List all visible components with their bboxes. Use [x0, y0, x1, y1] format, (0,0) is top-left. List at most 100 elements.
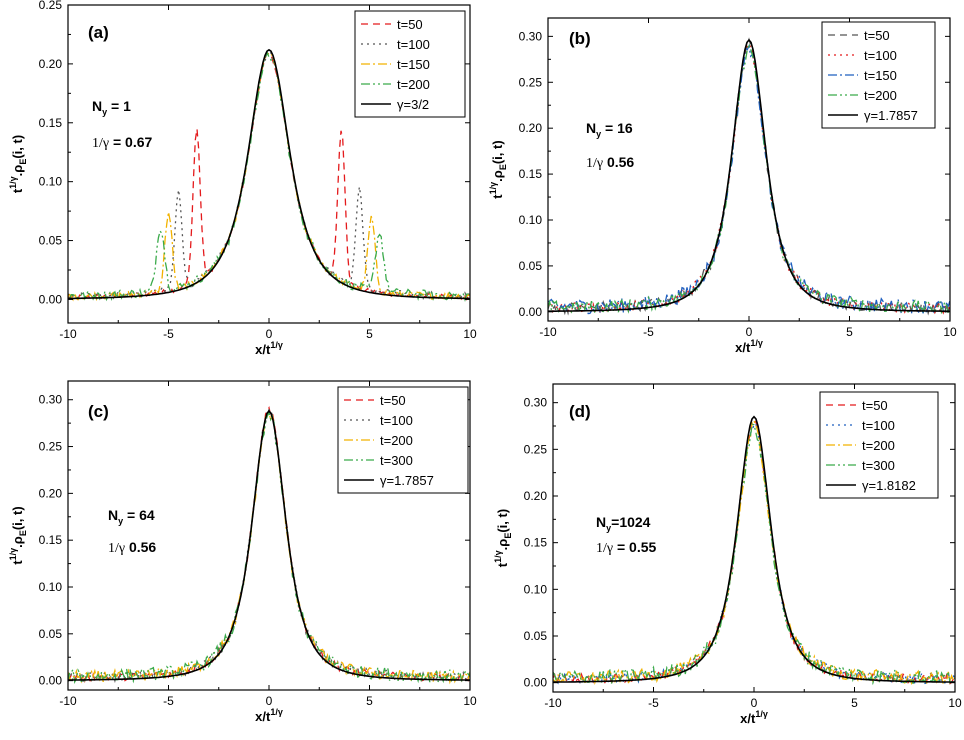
series-line-t-50 [553, 420, 955, 686]
legend-entry-label: t=50 [397, 17, 423, 32]
ny-annotation: Ny=1024 [596, 514, 651, 533]
x-tick-label: 0 [751, 696, 758, 710]
y-tick-label: 0.15 [39, 533, 63, 547]
y-tick-label: 0.05 [39, 627, 63, 641]
y-axis-label: t1/γ.ρE(i, t) [493, 509, 513, 567]
gamma-inverse-annotation: 1/γ = 0.67 [92, 134, 152, 151]
y-tick-label: 0.30 [524, 396, 548, 410]
x-tick-label: 10 [948, 696, 962, 710]
x-tick-label: -10 [59, 694, 77, 708]
panel-b: -10 -5 0 5 10 0.00 0.05 0.10 0.15 0.20 0.25 0.30 x/t… [488, 17, 957, 355]
x-tick-label: 10 [943, 325, 957, 339]
legend-entry-label: γ=3/2 [397, 97, 429, 112]
y-tick-label: 0.00 [39, 292, 63, 306]
x-tick-label: 5 [366, 327, 373, 341]
y-tick-label: 0.00 [519, 305, 543, 319]
legend-entry-label: t=50 [380, 393, 406, 408]
legend-entry-label: γ=1.7857 [380, 473, 434, 488]
panel-label: (a) [88, 23, 109, 42]
y-tick-label: 0.25 [524, 442, 548, 456]
legend-entry-label: t=50 [864, 28, 890, 43]
legend-entry-label: γ=1.8182 [862, 478, 916, 493]
legend-entry-label: t=200 [862, 438, 895, 453]
ny-annotation: Ny = 64 [108, 507, 155, 526]
series-line-t-200 [548, 41, 950, 315]
panel-c: -10 -5 0 5 10 0.00 0.05 0.10 0.15 0.20 0.25 0.30 x/t… [8, 380, 477, 724]
x-tick-label: -10 [544, 696, 562, 710]
ny-annotation: Ny = 16 [586, 120, 633, 139]
y-tick-label: 0.15 [39, 116, 63, 130]
x-tick-label: 5 [846, 325, 853, 339]
y-tick-label: 0.05 [524, 629, 548, 643]
y-tick-label: 0.10 [524, 582, 548, 596]
legend-entry-label: t=100 [862, 418, 895, 433]
legend-entry-label: t=150 [397, 57, 430, 72]
y-tick-label: 0.20 [39, 486, 63, 500]
y-tick-label: 0.20 [519, 121, 543, 135]
y-tick-label: 0.00 [524, 676, 548, 690]
panel-label: (b) [569, 29, 591, 48]
legend-entry-label: t=200 [397, 77, 430, 92]
legend-entry-label: t=100 [380, 413, 413, 428]
x-tick-label: 5 [851, 696, 858, 710]
y-tick-label: 0.10 [39, 175, 63, 189]
y-tick-label: 0.05 [39, 234, 63, 248]
legend-entry-label: t=300 [380, 453, 413, 468]
ny-annotation: Ny = 1 [92, 98, 131, 117]
legend-entry-label: t=200 [380, 433, 413, 448]
y-axis-label: t1/γ.ρE(i, t) [8, 506, 28, 564]
legend-entry-label: γ=1.7857 [864, 108, 918, 123]
y-tick-label: 0.05 [519, 259, 543, 273]
legend-entry-label: t=100 [864, 48, 897, 63]
x-tick-label: -5 [163, 327, 174, 341]
y-tick-label: 0.20 [524, 489, 548, 503]
x-axis-label: x/t1/γ [255, 707, 283, 724]
y-tick-label: 0.25 [39, 0, 63, 12]
series-line-t-300 [68, 410, 470, 685]
legend: t=50 t=100 t=150 t=200 γ=1.7857 [821, 21, 936, 129]
legend-entry-label: t=100 [397, 37, 430, 52]
x-tick-label: 5 [366, 694, 373, 708]
y-tick-label: 0.25 [519, 75, 543, 89]
legend: t=50 t=100 t=150 t=200 γ=3/2 [354, 10, 466, 118]
x-tick-label: -5 [648, 696, 659, 710]
x-axis-label: x/t1/γ [735, 338, 763, 355]
gamma-inverse-annotation: 1/γ 0.56 [586, 154, 634, 171]
series-line--1-7857 [548, 38, 950, 313]
legend-entry-label: t=50 [862, 398, 888, 413]
x-tick-label: 0 [266, 694, 273, 708]
legend-box [819, 391, 939, 499]
legend: t=50 t=100 t=200 t=300 γ=1.7857 [337, 386, 469, 494]
x-axis-label: x/t1/γ [255, 340, 283, 357]
x-tick-label: 0 [746, 325, 753, 339]
y-tick-label: 0.15 [524, 536, 548, 550]
y-tick-label: 0.30 [39, 393, 63, 407]
series-line-t-150 [68, 52, 470, 302]
x-tick-label: -5 [643, 325, 654, 339]
y-tick-label: 0.30 [519, 29, 543, 43]
gamma-inverse-annotation: 1/γ 0.56 [108, 539, 156, 556]
y-tick-label: 0.10 [39, 580, 63, 594]
x-tick-label: -5 [163, 694, 174, 708]
legend: t=50 t=100 t=200 t=300 γ=1.8182 [819, 391, 939, 499]
panel-a: -10 -5 0 5 10 0.00 0.05 0.10 0.15 0.20 0.25 x/t1/γ t… [8, 0, 477, 357]
x-tick-label: 10 [463, 327, 477, 341]
x-tick-label: -10 [539, 325, 557, 339]
panel-label: (d) [569, 402, 591, 421]
series-line--1-7857 [68, 409, 470, 681]
x-tick-label: 0 [266, 327, 273, 341]
legend-entry-label: t=300 [862, 458, 895, 473]
legend-entry-label: t=150 [864, 68, 897, 83]
gamma-inverse-annotation: 1/γ = 0.55 [596, 539, 656, 556]
y-tick-label: 0.20 [39, 57, 63, 71]
series-line-t-100 [68, 408, 470, 684]
legend-entry-label: t=200 [864, 88, 897, 103]
series-line-t-150 [548, 43, 950, 316]
y-axis-label: t1/γ.ρE(i, t) [488, 140, 508, 198]
panel-d: -10 -5 0 5 10 0.00 0.05 0.10 0.15 0.20 0.25 0.30 x/t… [493, 383, 962, 726]
y-tick-label: 0.00 [39, 674, 63, 688]
series-line--1-8182 [553, 415, 955, 683]
x-tick-label: -10 [59, 327, 77, 341]
x-tick-label: 10 [463, 694, 477, 708]
